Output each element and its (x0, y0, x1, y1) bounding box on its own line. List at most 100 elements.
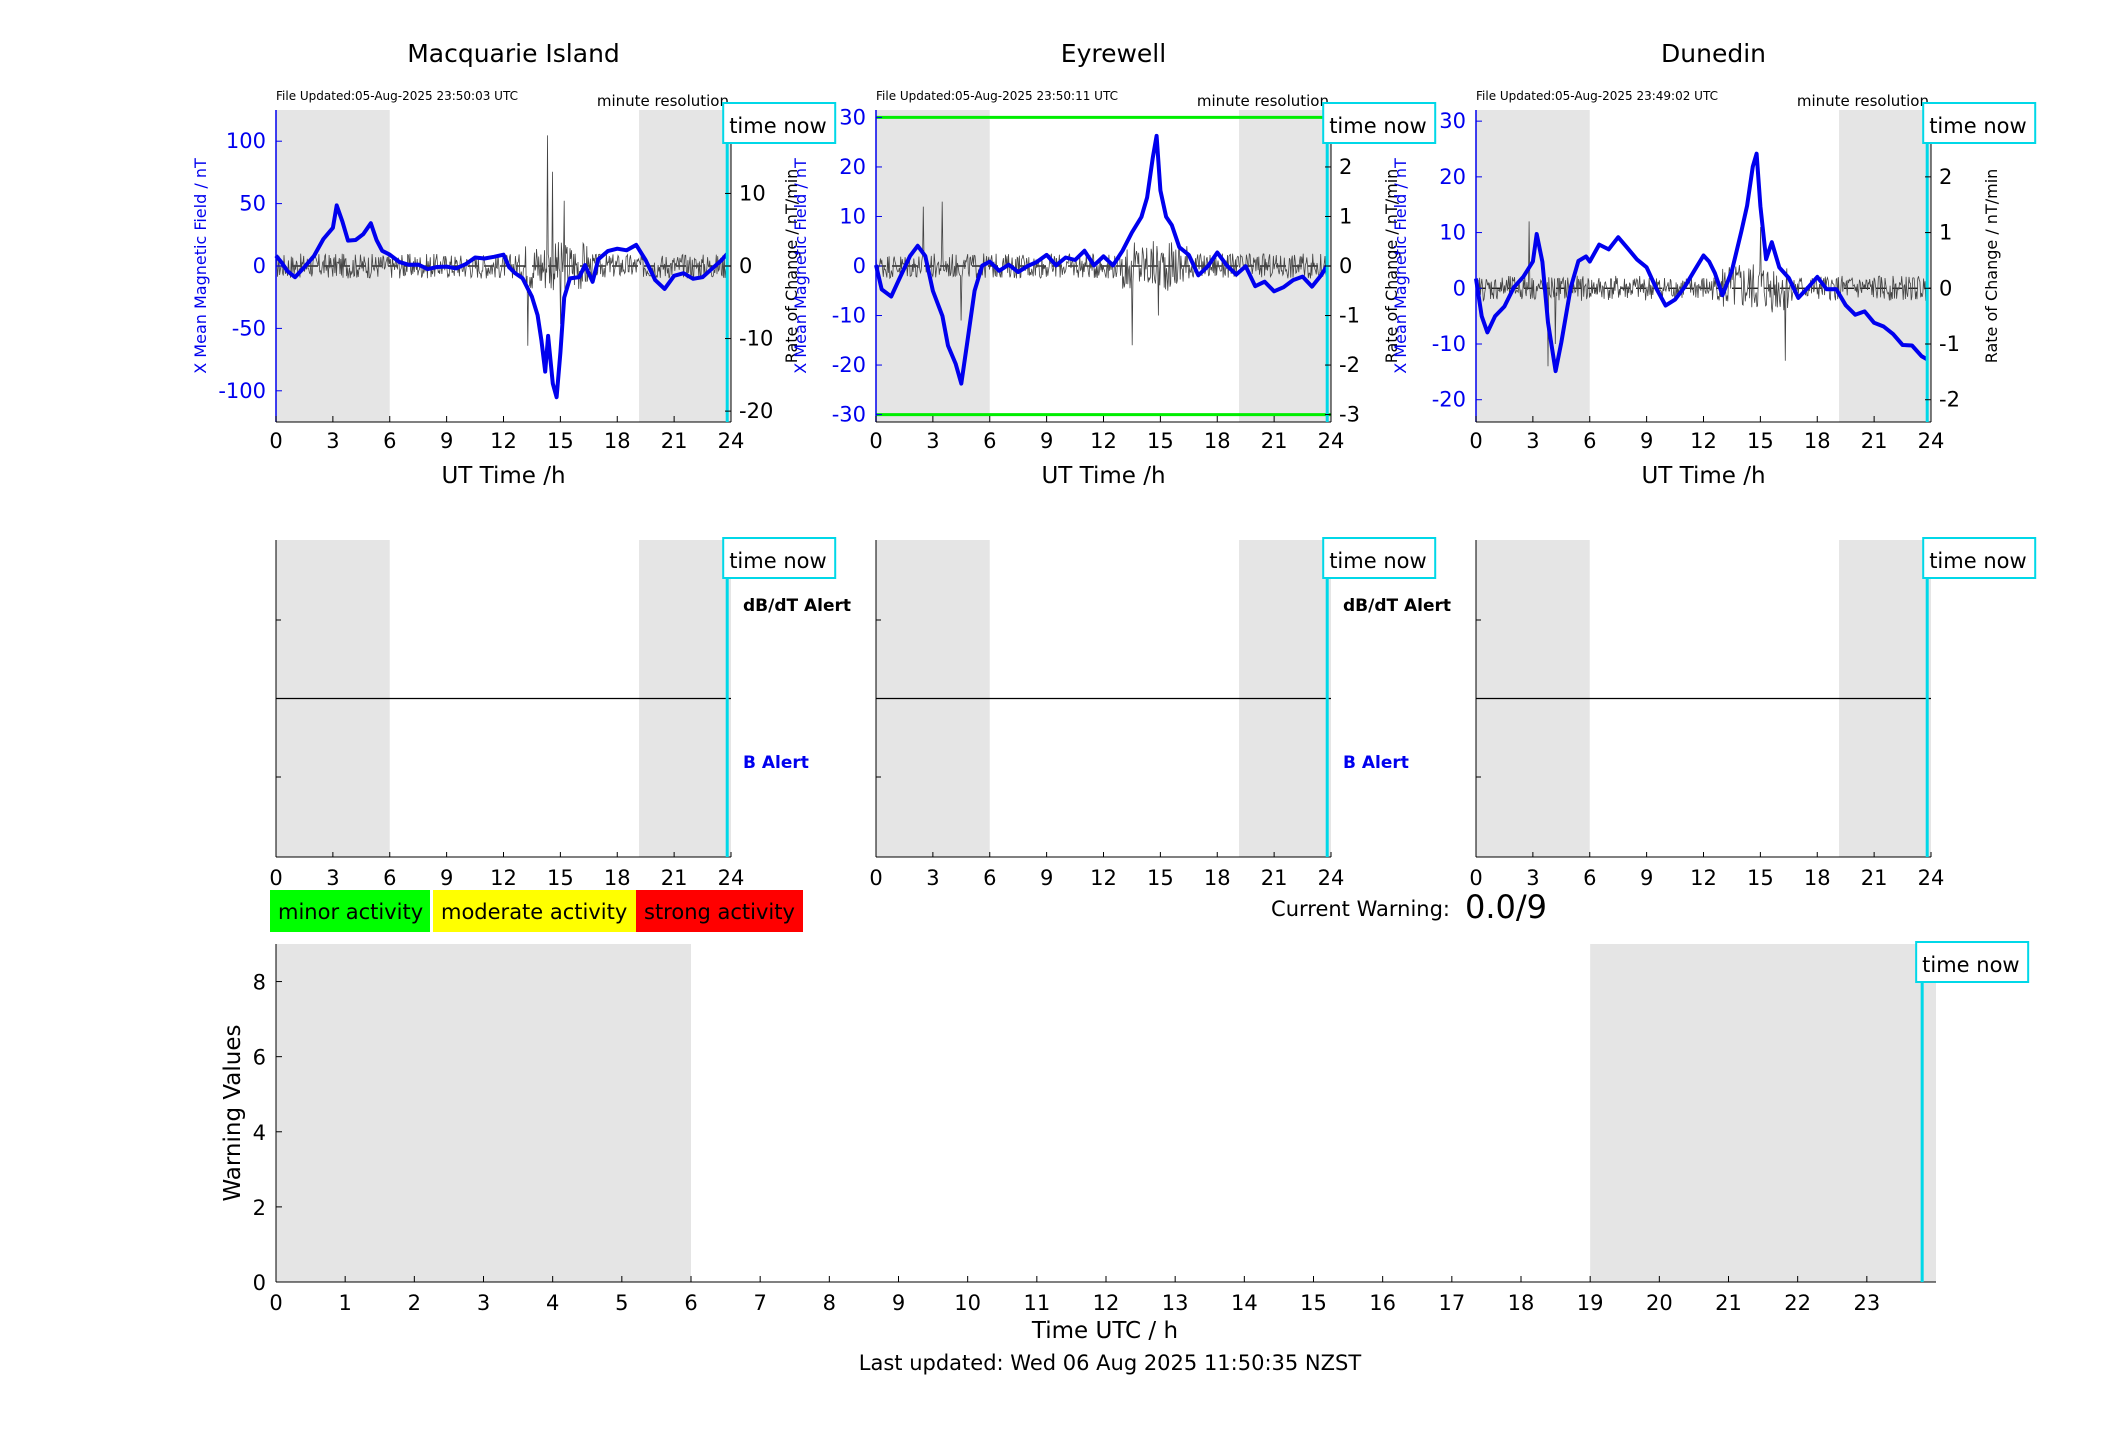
rate-of-change-line (1475, 221, 1928, 367)
y-axis-label-right: Rate of Change / nT/min (782, 169, 801, 364)
station-title: Eyrewell (1061, 39, 1166, 68)
y-tick-label: -20 (832, 353, 866, 377)
x-tick-label: 24 (1918, 866, 1945, 890)
alert-panel-1: 0 3 6 9 12 15 18 21 24 time now dB/dT Alert B Alert (869, 537, 1451, 890)
x-tick-label: 12 (1093, 1291, 1120, 1315)
file-updated-text: File Updated:05-Aug-2025 23:50:03 UTC (276, 89, 518, 103)
x-tick-label: 3 (1526, 866, 1539, 890)
y-axis-label: Warning Values (220, 1024, 246, 1201)
time-now-box (1922, 102, 2037, 144)
y-tick-label: -30 (832, 403, 866, 427)
x-tick-label: 20 (1646, 1291, 1673, 1315)
magnetic-field-line (1474, 151, 1929, 374)
x-tick-label: 21 (1261, 866, 1288, 890)
x-tick-label: 9 (1040, 866, 1053, 890)
x-tick-label: 21 (1861, 429, 1888, 453)
x-tick-label: 6 (983, 429, 996, 453)
x-tick-label: 6 (983, 866, 996, 890)
time-now-label: time now (729, 549, 826, 573)
station-panel-0: -100-50050100-20-100102003691215182124Ma… (191, 39, 837, 489)
y-tick-label: 0 (253, 1271, 266, 1295)
y-right-tick-label: -1 (1939, 332, 1960, 356)
x-tick-label: 12 (490, 429, 517, 453)
x-tick-label: 0 (869, 866, 882, 890)
y-tick-label: 20 (1439, 165, 1466, 189)
resolution-text: minute resolution (597, 92, 729, 110)
x-tick-label: 15 (547, 429, 574, 453)
x-tick-label: 24 (1318, 429, 1345, 453)
station-panels: -100-50050100-20-100102003691215182124Ma… (191, 39, 2037, 489)
y-right-tick-label: 0 (1339, 254, 1352, 278)
time-now-box (1915, 941, 2030, 983)
time-now-label: time now (1329, 549, 1426, 573)
night-shading (276, 944, 691, 1282)
y-axis-label-left: X Mean Magnetic Field / nT (191, 158, 210, 374)
dbdt-alert-label: dB/dT Alert (1343, 596, 1451, 616)
night-shading (1590, 944, 1936, 1282)
legend-swatch (270, 890, 430, 932)
night-shading (1476, 110, 1590, 422)
alert-panel-2: 0 3 6 9 12 15 18 21 24 time now (1469, 537, 2037, 890)
y-right-tick-label: 0 (1939, 276, 1952, 300)
y-axis-label-left: X Mean Magnetic Field / nT (791, 158, 810, 374)
x-tick-label: 15 (1300, 1291, 1327, 1315)
x-tick-label: 15 (1747, 429, 1774, 453)
x-tick-label: 19 (1577, 1291, 1604, 1315)
alert-panel-0: 0 3 6 9 12 15 18 21 24 time now dB/dT Alert B Alert (269, 537, 851, 890)
x-tick-label: 14 (1231, 1291, 1258, 1315)
x-tick-label: 6 (684, 1291, 697, 1315)
y-axis-label-right: Rate of Change / nT/min (1982, 169, 2001, 364)
x-tick-label: 21 (661, 429, 688, 453)
x-tick-label: 10 (954, 1291, 981, 1315)
x-tick-label: 6 (1583, 866, 1596, 890)
station-title: Macquarie Island (407, 39, 620, 68)
x-tick-label: 0 (269, 1291, 282, 1315)
x-axis-label: UT Time /h (441, 463, 565, 489)
y-right-tick-label: 2 (1939, 165, 1952, 189)
y-tick-label: 8 (253, 971, 266, 995)
x-tick-label: 9 (892, 1291, 905, 1315)
x-tick-label: 3 (1526, 429, 1539, 453)
x-tick-label: 9 (1040, 429, 1053, 453)
x-tick-label: 12 (1690, 429, 1717, 453)
x-tick-label: 15 (1147, 866, 1174, 890)
x-tick-label: 3 (326, 866, 339, 890)
x-tick-label: 12 (1090, 429, 1117, 453)
x-tick-label: 12 (1690, 866, 1717, 890)
x-tick-label: 21 (1715, 1291, 1742, 1315)
y-tick-label: 30 (1439, 109, 1466, 133)
y-tick-label: 20 (839, 155, 866, 179)
activity-legend: minor activity moderate activity strong ac… (270, 890, 803, 932)
x-axis-label: UT Time /h (1041, 463, 1165, 489)
y-tick-label: 0 (253, 254, 266, 278)
x-tick-label: 0 (269, 429, 282, 453)
x-tick-label: 6 (383, 429, 396, 453)
x-tick-label: 18 (1804, 429, 1831, 453)
x-axis-label: Time UTC / h (1031, 1318, 1178, 1344)
x-tick-label: 15 (1747, 866, 1774, 890)
x-tick-label: 3 (477, 1291, 490, 1315)
time-now-box (1922, 537, 2037, 579)
time-now-box (1322, 102, 1437, 144)
file-updated-text: File Updated:05-Aug-2025 23:49:02 UTC (1476, 89, 1718, 103)
time-now-box (722, 102, 837, 144)
y-tick-label: -10 (1432, 332, 1466, 356)
y-tick-label: 0 (1453, 276, 1466, 300)
y-right-tick-label: -20 (739, 399, 773, 423)
x-axis-label: UT Time /h (1641, 463, 1765, 489)
y-right-tick-label: 0 (739, 254, 752, 278)
y-tick-label: 2 (253, 1196, 266, 1220)
y-tick-label: 10 (1439, 221, 1466, 245)
rate-of-change-line (875, 201, 1328, 346)
x-tick-label: 3 (926, 866, 939, 890)
x-tick-label: 6 (383, 866, 396, 890)
x-tick-label: 9 (1640, 866, 1653, 890)
time-now-box (722, 537, 837, 579)
x-tick-label: 18 (1508, 1291, 1535, 1315)
x-tick-label: 8 (823, 1291, 836, 1315)
b-alert-label: B Alert (743, 753, 809, 773)
x-tick-label: 21 (1861, 866, 1888, 890)
x-tick-label: 15 (547, 866, 574, 890)
y-axis-label-left: X Mean Magnetic Field / nT (1391, 158, 1410, 374)
